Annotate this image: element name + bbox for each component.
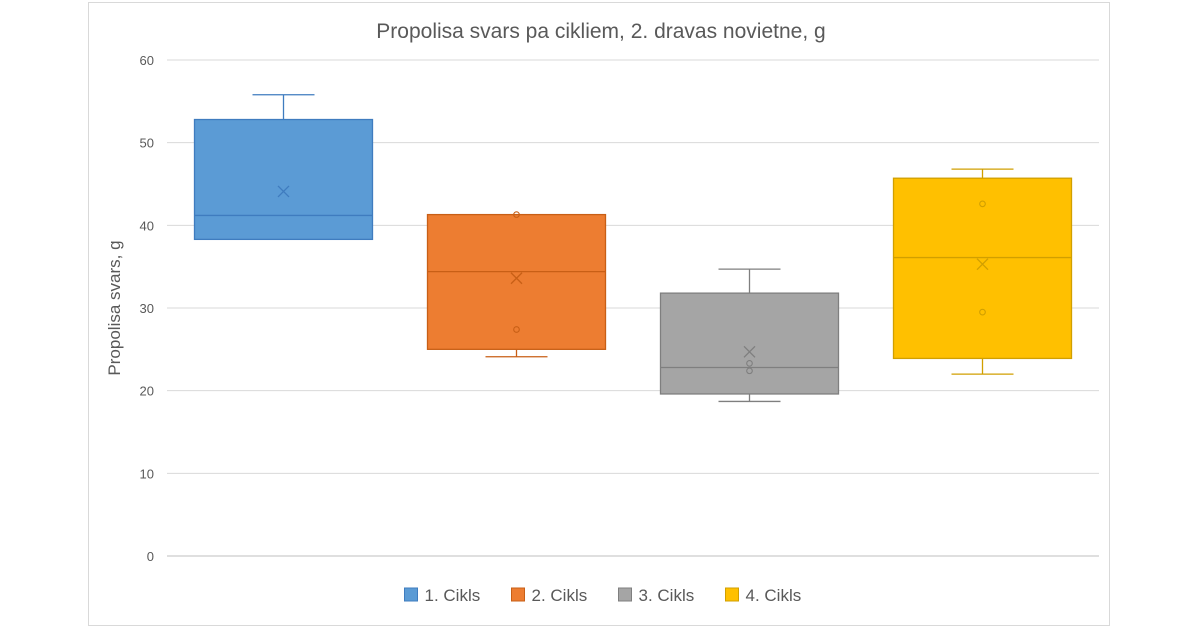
box (426, 213, 607, 350)
y-tick-label: 0 (147, 549, 154, 564)
legend-label: 3. Cikls (639, 586, 695, 605)
data-point (746, 360, 753, 367)
y-axis-tick-labels: 0 10 20 30 40 50 60 (140, 53, 154, 564)
data-point (746, 367, 753, 375)
y-tick-label: 10 (140, 466, 154, 481)
box-series-3 (659, 268, 840, 403)
mean-marker (277, 185, 290, 198)
chart-frame: Propolisa svars pa cikliem, 2. dravas no… (88, 2, 1110, 626)
legend-item-3: 3. Cikls (618, 586, 695, 605)
data-point (979, 308, 986, 316)
mean-marker (743, 345, 756, 358)
mean-marker (976, 258, 989, 271)
y-tick-label: 40 (140, 218, 154, 233)
y-tick-label: 50 (140, 136, 154, 151)
legend-item-2: 2. Cikls (511, 586, 588, 605)
legend: 1. Cikls 2. Cikls 3. Cikls 4. Cikls (404, 586, 802, 605)
legend-swatch (404, 587, 418, 602)
legend-label: 2. Cikls (532, 586, 588, 605)
box (193, 118, 374, 241)
legend-item-1: 1. Cikls (404, 586, 481, 605)
data-point (979, 200, 986, 208)
box (892, 177, 1073, 360)
y-tick-label: 60 (140, 53, 154, 68)
legend-label: 1. Cikls (425, 586, 481, 605)
mean-marker (510, 272, 523, 285)
box-series-2 (426, 211, 607, 358)
box (659, 292, 840, 395)
legend-label: 4. Cikls (746, 586, 802, 605)
box-plot-chart: Propolisa svars pa cikliem, 2. dravas no… (105, 20, 1099, 605)
y-tick-label: 20 (140, 384, 154, 399)
box-series-1 (193, 94, 374, 241)
legend-swatch (618, 587, 632, 602)
mean-marker-stroke (976, 258, 989, 271)
box-series-4 (892, 168, 1073, 375)
mean-marker-stroke (277, 185, 290, 198)
mean-marker-stroke (743, 345, 756, 358)
mean-marker-stroke (510, 272, 523, 285)
legend-swatch (725, 587, 739, 602)
y-tick-label: 30 (140, 301, 154, 316)
y-axis-title: Propolisa svars, g (105, 240, 124, 375)
data-point (513, 211, 520, 218)
legend-item-4: 4. Cikls (725, 586, 802, 605)
chart-title: Propolisa svars pa cikliem, 2. dravas no… (376, 20, 825, 43)
data-point (513, 326, 520, 333)
box-plot-series (193, 94, 1073, 403)
legend-swatch (511, 587, 525, 602)
